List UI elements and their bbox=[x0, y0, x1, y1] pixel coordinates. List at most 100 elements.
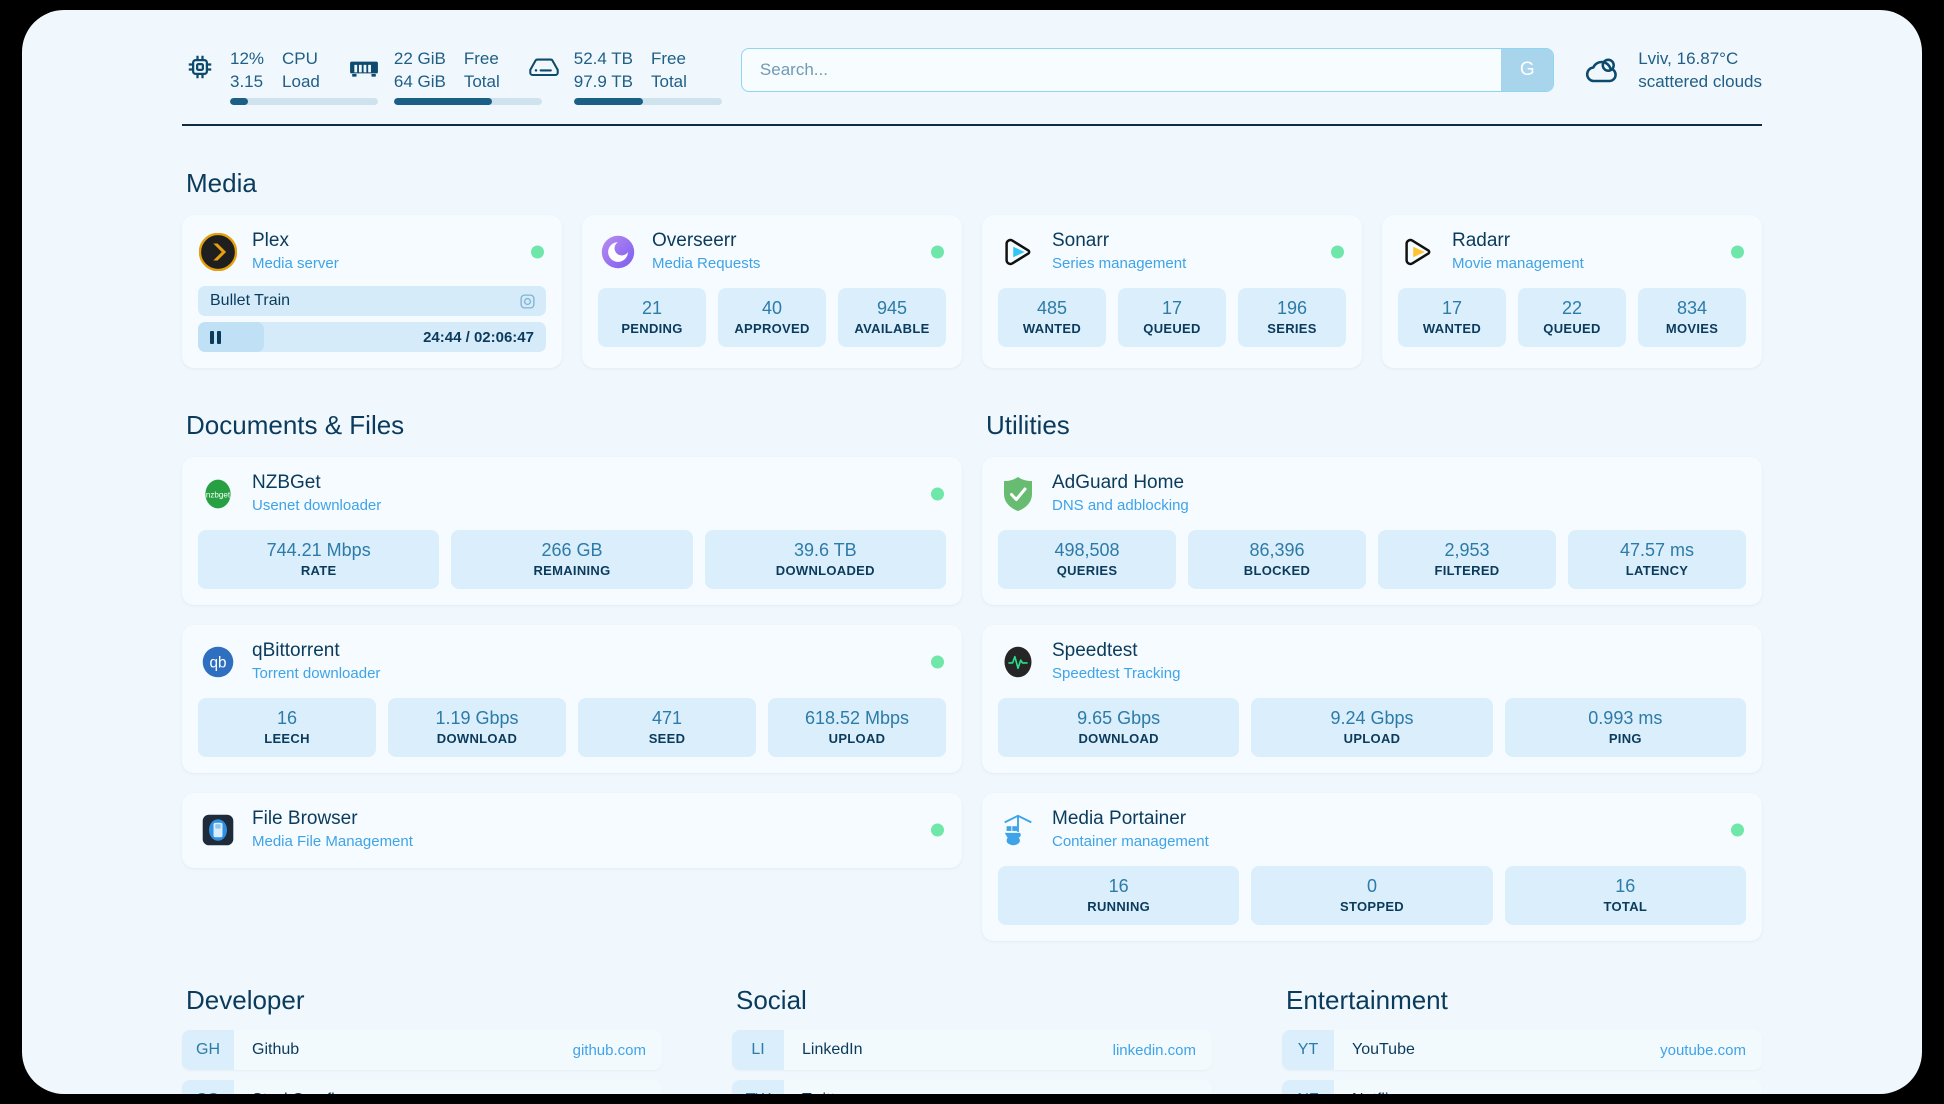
svg-text:qb: qb bbox=[210, 654, 227, 671]
stat-value: 16 bbox=[1108, 876, 1129, 896]
service-card-plex[interactable]: Plex Media server Bullet Train bbox=[182, 215, 562, 368]
bookmark-name: Twitter bbox=[802, 1091, 849, 1094]
stat-value: 9.24 Gbps bbox=[1330, 708, 1414, 728]
bookmark-item[interactable]: TW Twitter twitter.com bbox=[732, 1080, 1212, 1094]
header-bar: 12% 3.15 CPU Load bbox=[22, 10, 1922, 105]
bookmark-badge: LI bbox=[732, 1030, 784, 1070]
documents-card-stack: nzbget NZBGet Usenet downloader 74 bbox=[182, 457, 962, 868]
stat-value: 47.57 ms bbox=[1619, 540, 1695, 560]
playback-progress-bar[interactable]: 24:44 / 02:06:47 bbox=[198, 322, 546, 352]
search-bar[interactable]: G bbox=[740, 48, 1555, 92]
section-title-media: Media bbox=[186, 168, 257, 198]
service-card-overseerr[interactable]: Overseerr Media Requests 21 PENDING 40 A… bbox=[582, 215, 962, 368]
bookmark-url[interactable]: github.com bbox=[572, 1041, 646, 1059]
stat-chip: 618.52 Mbps UPLOAD bbox=[768, 698, 946, 757]
stat-value: 945 bbox=[876, 298, 908, 318]
stat-value: 266 GB bbox=[541, 540, 603, 560]
stat-chip: 1.19 Gbps DOWNLOAD bbox=[388, 698, 566, 757]
service-stats: 485 WANTED 17 QUEUED 196 SERIES bbox=[998, 288, 1346, 347]
sonarr-icon bbox=[998, 232, 1038, 272]
weather-description: scattered clouds bbox=[1638, 72, 1762, 91]
bookmark-item[interactable]: LI LinkedIn linkedin.com bbox=[732, 1030, 1212, 1070]
stat-label: QUEUED bbox=[1543, 321, 1601, 336]
gear-icon[interactable] bbox=[519, 293, 536, 310]
service-card-file-browser[interactable]: File Browser Media File Management bbox=[182, 793, 962, 868]
service-stats: 498,508 QUERIES 86,396 BLOCKED 2,953 FIL… bbox=[998, 530, 1746, 589]
service-card-qbittorrent[interactable]: qb qBittorrent Torrent downloader bbox=[182, 625, 962, 773]
status-badge bbox=[1731, 245, 1744, 258]
service-card-sonarr[interactable]: Sonarr Series management 485 WANTED 17 Q… bbox=[982, 215, 1362, 368]
bookmark-url[interactable]: twitter.com bbox=[1124, 1092, 1196, 1095]
radarr-icon bbox=[1398, 232, 1438, 272]
search-submit-button[interactable]: G bbox=[1501, 49, 1554, 91]
service-card-media-portainer[interactable]: Media Portainer Container management 16 … bbox=[982, 793, 1762, 941]
bookmark-item[interactable]: GH Github github.com bbox=[182, 1030, 662, 1070]
bookmark-item[interactable]: YT YouTube youtube.com bbox=[1282, 1030, 1762, 1070]
service-stats: 21 PENDING 40 APPROVED 945 AVAILABLE bbox=[598, 288, 946, 347]
bookmark-item[interactable]: NF Netflix netflix.com bbox=[1282, 1080, 1762, 1094]
stat-chip: 21 PENDING bbox=[598, 288, 706, 347]
stat-label: AVAILABLE bbox=[854, 321, 930, 336]
section-title-documents: Documents & Files bbox=[186, 410, 405, 440]
stat-value: 17 bbox=[1441, 298, 1463, 318]
stat-label: SERIES bbox=[1267, 321, 1317, 336]
bookmark-url[interactable]: linkedin.com bbox=[1112, 1041, 1196, 1059]
bookmark-badge: NF bbox=[1282, 1080, 1334, 1094]
service-subtitle: Media server bbox=[252, 255, 339, 272]
bookmark-url[interactable]: stackoverflow.com bbox=[523, 1092, 646, 1095]
stat-chip: 16 RUNNING bbox=[998, 866, 1240, 925]
status-badge bbox=[931, 487, 944, 500]
service-card-nzbget[interactable]: nzbget NZBGet Usenet downloader 74 bbox=[182, 457, 962, 605]
utilities-card-stack: AdGuard Home DNS and adblocking 498,508 … bbox=[982, 457, 1762, 941]
search-input[interactable] bbox=[741, 49, 1502, 91]
ram-free-label: Free bbox=[463, 49, 499, 68]
stat-label: RUNNING bbox=[1087, 899, 1151, 914]
dashboard-page: 12% 3.15 CPU Load bbox=[22, 10, 1922, 1094]
stat-chip: 0.993 ms PING bbox=[1504, 698, 1746, 757]
stat-label: DOWNLOADED bbox=[775, 563, 875, 578]
stat-value: 17 bbox=[1161, 298, 1183, 318]
service-subtitle: Usenet downloader bbox=[252, 497, 382, 514]
service-card-adguard-home[interactable]: AdGuard Home DNS and adblocking 498,508 … bbox=[982, 457, 1762, 605]
stat-chip: 9.65 Gbps DOWNLOAD bbox=[998, 698, 1240, 757]
stat-label: LEECH bbox=[264, 731, 310, 746]
now-playing-title: Bullet Train bbox=[210, 292, 291, 309]
media-card-grid: Plex Media server Bullet Train bbox=[182, 215, 1762, 368]
bookmark-url[interactable]: netflix.com bbox=[1674, 1092, 1746, 1095]
stat-label: PENDING bbox=[621, 321, 683, 336]
service-card-speedtest[interactable]: Speedtest Speedtest Tracking 9.65 Gbps D… bbox=[982, 625, 1762, 773]
bookmark-url[interactable]: youtube.com bbox=[1660, 1041, 1746, 1059]
stat-value: 834 bbox=[1676, 298, 1708, 318]
bookmark-name: Netflix bbox=[1352, 1091, 1396, 1094]
stat-chip: 9.24 Gbps UPLOAD bbox=[1251, 698, 1493, 757]
service-name: NZBGet bbox=[252, 472, 321, 493]
service-card-radarr[interactable]: Radarr Movie management 17 WANTED 22 QUE… bbox=[1382, 215, 1762, 368]
status-badge bbox=[931, 245, 944, 258]
status-badge bbox=[1731, 823, 1744, 836]
portainer-icon bbox=[998, 810, 1038, 850]
stat-chip: 47.57 ms LATENCY bbox=[1568, 530, 1746, 589]
playback-progress-fill bbox=[198, 322, 265, 352]
ram-total-label: Total bbox=[463, 72, 500, 91]
ram-stat-widget: 22 GiB 64 GiB Free Total bbox=[346, 47, 542, 105]
status-badge bbox=[1331, 245, 1344, 258]
bookmark-group-entertainment: Entertainment YT YouTube youtube.com NF … bbox=[1282, 947, 1762, 1094]
stat-chip: 196 SERIES bbox=[1238, 288, 1346, 347]
service-subtitle: Speedtest Tracking bbox=[1052, 665, 1181, 682]
weather-location-temp: Lviv, 16.87°C bbox=[1638, 49, 1739, 68]
stat-value: 0.993 ms bbox=[1588, 708, 1663, 728]
stat-chip: 471 SEED bbox=[578, 698, 756, 757]
service-subtitle: Media Requests bbox=[652, 255, 761, 272]
service-name: qBittorrent bbox=[252, 640, 340, 661]
plex-now-playing: Bullet Train 24:44 / 02:06:47 bbox=[198, 286, 546, 352]
stat-value: 2,953 bbox=[1444, 540, 1490, 560]
playback-time: 24:44 / 02:06:47 bbox=[423, 328, 534, 346]
bookmark-item[interactable]: SO StackOverflow stackoverflow.com bbox=[182, 1080, 662, 1094]
pause-icon[interactable] bbox=[210, 330, 221, 344]
stat-chip: 86,396 BLOCKED bbox=[1188, 530, 1366, 589]
stat-value: 485 bbox=[1036, 298, 1068, 318]
cpu-load-value: 3.15 bbox=[230, 72, 264, 91]
cpu-usage-bar bbox=[230, 98, 378, 105]
stat-value: 9.65 Gbps bbox=[1077, 708, 1161, 728]
stat-label: PING bbox=[1608, 731, 1642, 746]
